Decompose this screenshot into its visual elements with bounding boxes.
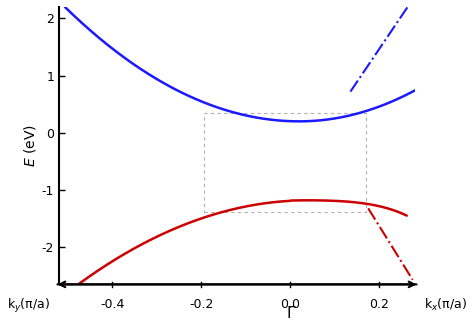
Y-axis label: $E$ (eV): $E$ (eV) (22, 124, 38, 167)
Bar (204, 113, 366, 212)
Text: k$_x$(π/a): k$_x$(π/a) (424, 297, 467, 313)
Text: Γ: Γ (286, 306, 295, 321)
Text: k$_y$(π/a): k$_y$(π/a) (7, 297, 50, 315)
